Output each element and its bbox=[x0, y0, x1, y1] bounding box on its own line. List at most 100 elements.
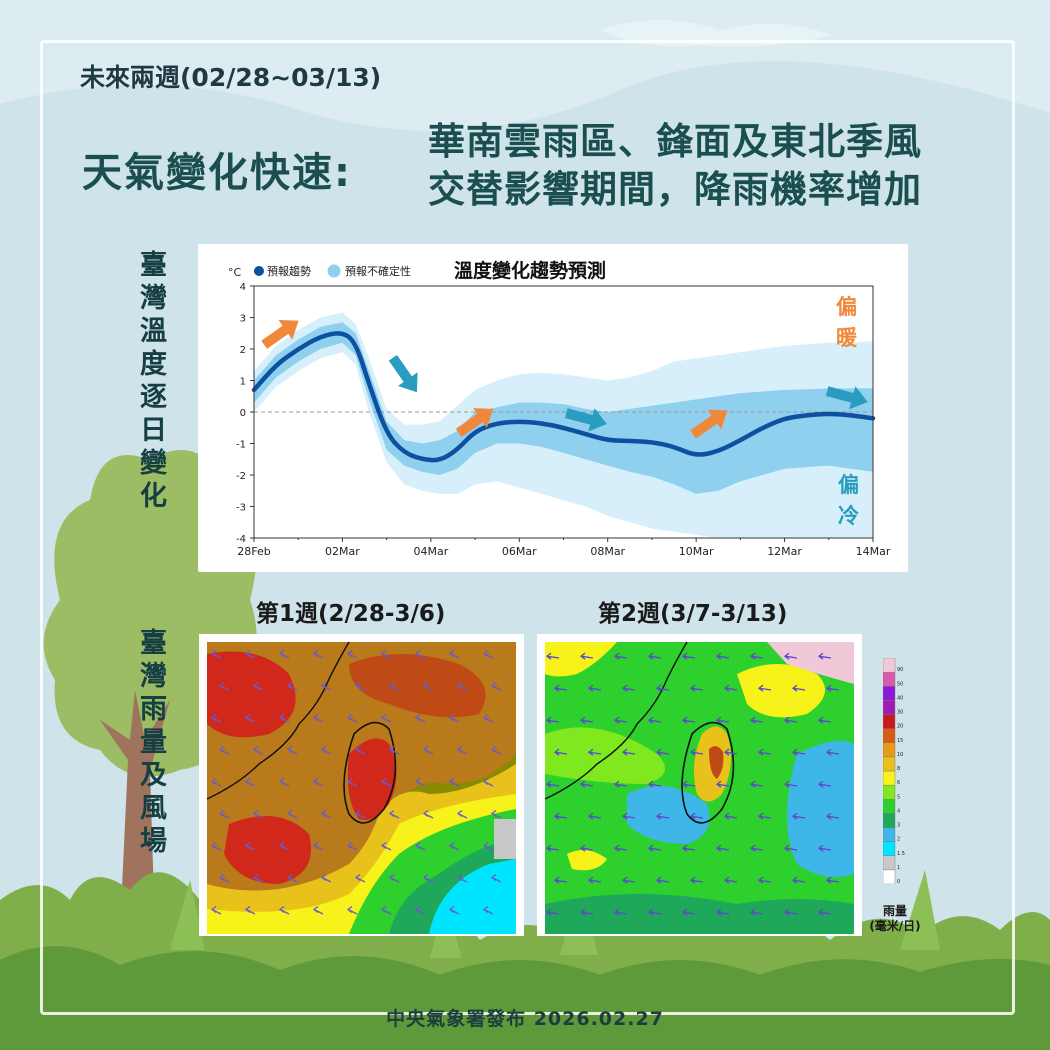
wind-vector-icon bbox=[613, 716, 628, 724]
wind-vector-icon bbox=[749, 652, 764, 660]
wind-vector-icon bbox=[346, 713, 358, 723]
tree-trunk-icon bbox=[100, 690, 170, 930]
wind-vector-icon bbox=[252, 745, 264, 755]
colorbar-swatch bbox=[883, 869, 896, 884]
headline: 天氣變化快速: bbox=[82, 150, 352, 196]
trend-arrow-shape bbox=[455, 408, 494, 438]
trend-arrow-up-icon bbox=[261, 319, 299, 349]
wind-vector-icon bbox=[448, 905, 460, 915]
wind-vector-icon bbox=[655, 684, 670, 692]
map-title-week-2: 第2週(3/7-3/13) bbox=[598, 601, 788, 627]
wind-vector-icon bbox=[380, 713, 392, 723]
wind-vector-icon bbox=[689, 684, 704, 692]
wind-vector-icon bbox=[579, 908, 594, 916]
rainfall-wind-map-week-1 bbox=[199, 634, 524, 936]
wind-vector-icon bbox=[587, 812, 602, 820]
rainfall-wind-map-week-2 bbox=[537, 634, 862, 936]
warm-label-2: 暖 bbox=[836, 326, 858, 350]
x-tick-label: 14Mar bbox=[856, 545, 891, 558]
wind-vector-icon bbox=[312, 777, 324, 787]
subheadline-line-2: 交替影響期間，降雨機率增加 bbox=[428, 168, 922, 211]
colorbar-swatch bbox=[883, 813, 896, 828]
wind-vector-icon bbox=[278, 777, 290, 787]
wind-vector-icon bbox=[286, 681, 298, 691]
wind-vector-icon bbox=[689, 812, 704, 820]
colorbar-swatch bbox=[883, 714, 896, 729]
wind-vector-icon bbox=[380, 649, 392, 659]
side-label-temperature: 臺灣溫度逐日變化 bbox=[135, 250, 166, 514]
wind-vector-icon bbox=[621, 684, 636, 692]
trend-arrow-up-icon bbox=[690, 409, 728, 439]
trend-arrow-shape bbox=[564, 408, 607, 432]
subheadline-line-1: 華南雲雨區、鋒面及東北季風 bbox=[428, 120, 922, 163]
colorbar-level-label: 0 bbox=[897, 879, 900, 884]
wind-vector-icon bbox=[218, 809, 230, 819]
wind-vector-icon bbox=[723, 684, 738, 692]
wind-vector-icon bbox=[689, 876, 704, 884]
wind-vector-icon bbox=[312, 713, 324, 723]
colorbar-swatch bbox=[883, 855, 896, 871]
wind-vector-icon bbox=[723, 812, 738, 820]
wind-vector-icon bbox=[354, 873, 366, 883]
wind-vector-icon bbox=[482, 905, 494, 915]
wind-vector-icon bbox=[422, 745, 434, 755]
colorbar-level-label: 30 bbox=[897, 710, 903, 716]
wind-vector-icon bbox=[354, 681, 366, 691]
wind-vector-icon bbox=[278, 713, 290, 723]
rainfall-colorbar: 0 1 1.5 2 3 4 5 6 8 10 15 20 30 40 50 90 bbox=[883, 658, 905, 884]
y-tick-label: 0 bbox=[240, 408, 246, 419]
wind-vector-icon bbox=[647, 908, 662, 916]
wind-vector-icon bbox=[783, 780, 798, 788]
y-tick-label: 1 bbox=[240, 377, 246, 388]
wind-vector-icon bbox=[448, 841, 460, 851]
colorbar-swatch bbox=[883, 700, 896, 715]
trend-arrow-flat-icon bbox=[564, 408, 607, 432]
wind-vector-icon bbox=[817, 652, 832, 660]
wind-vector-icon bbox=[723, 748, 738, 756]
wind-vector-icon bbox=[681, 716, 696, 724]
wind-vector-icon bbox=[783, 652, 798, 660]
wind-vector-icon bbox=[553, 684, 568, 692]
colorbar-swatch bbox=[883, 841, 896, 856]
wind-vector-icon bbox=[655, 812, 670, 820]
wind-vector-icon bbox=[278, 649, 290, 659]
wind-vector-icon bbox=[621, 812, 636, 820]
wind-vector-icon bbox=[448, 713, 460, 723]
wind-vector-icon bbox=[655, 748, 670, 756]
y-unit-label: °C bbox=[228, 266, 242, 279]
colorbar-swatch bbox=[883, 784, 896, 800]
wind-vector-icon bbox=[354, 809, 366, 819]
wind-vector-icon bbox=[210, 905, 222, 915]
publisher-footer: 中央氣象署發布 2026.02.27 bbox=[386, 1008, 664, 1030]
trend-arrow-shape bbox=[388, 354, 418, 393]
y-tick-label: -2 bbox=[236, 471, 246, 482]
wind-vector-icon bbox=[647, 780, 662, 788]
wind-vector-icon bbox=[456, 809, 468, 819]
wind-vector-icon bbox=[579, 652, 594, 660]
colorbar-level-label: 4 bbox=[897, 808, 900, 814]
wind-vector-icon bbox=[715, 780, 730, 788]
legend-uncertainty-swatch bbox=[327, 264, 341, 278]
forecast-trend-line bbox=[251, 331, 876, 463]
colorbar-title-line-1: 雨量 bbox=[882, 904, 907, 918]
colorbar-swatch bbox=[883, 770, 896, 786]
wind-vector-icon bbox=[286, 745, 298, 755]
wind-vector-icon bbox=[490, 809, 502, 819]
wind-vector-icon bbox=[320, 809, 332, 819]
wind-vector-icon bbox=[757, 748, 772, 756]
wind-vector-icon bbox=[647, 652, 662, 660]
legend-trend-swatch bbox=[254, 266, 264, 276]
wind-vector-icon bbox=[456, 745, 468, 755]
x-tick-label: 28Feb bbox=[237, 545, 270, 558]
trend-arrow-down-icon bbox=[388, 354, 418, 393]
colorbar-level-label: 40 bbox=[897, 695, 903, 701]
wind-vector-icon bbox=[715, 652, 730, 660]
wind-vector-icon bbox=[749, 844, 764, 852]
wind-vector-icon bbox=[482, 777, 494, 787]
colorbar-level-label: 8 bbox=[897, 766, 900, 772]
wind-vector-icon bbox=[320, 745, 332, 755]
wind-vector-icon bbox=[757, 812, 772, 820]
wind-vector-icon bbox=[825, 748, 840, 756]
wind-vector-icon bbox=[647, 844, 662, 852]
